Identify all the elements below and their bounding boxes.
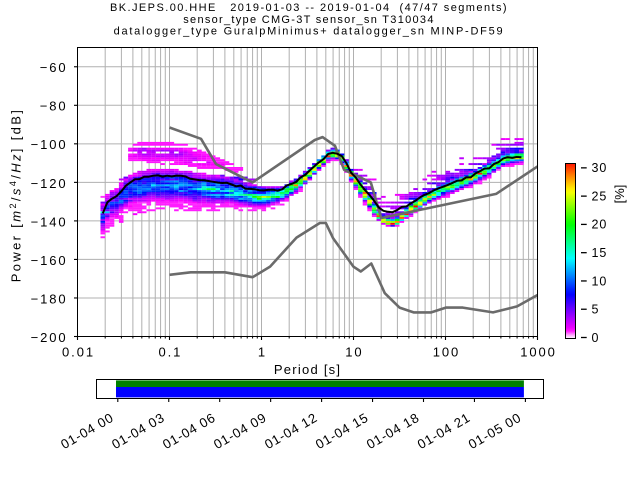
svg-text:15: 15 [592, 246, 608, 260]
svg-text:datalogger_type GuralpMinimus+: datalogger_type GuralpMinimus+ datalogge… [114, 26, 505, 38]
svg-text:−200: −200 [31, 330, 68, 345]
svg-text:0.1: 0.1 [159, 345, 183, 360]
svg-text:sensor_type CMG-3T sensor_sn T: sensor_type CMG-3T sensor_sn T310034 [183, 14, 434, 26]
svg-text:5: 5 [592, 303, 600, 317]
svg-text:−140: −140 [31, 214, 68, 229]
svg-text:Period [s]: Period [s] [274, 362, 341, 377]
svg-text:−60: −60 [40, 60, 68, 75]
svg-text:10: 10 [592, 274, 608, 288]
svg-text:20: 20 [592, 218, 608, 232]
svg-text:30: 30 [592, 161, 608, 175]
svg-text:1000: 1000 [520, 345, 557, 360]
svg-text:−180: −180 [31, 291, 68, 306]
svg-text:100: 100 [433, 345, 460, 360]
svg-text:25: 25 [592, 189, 608, 203]
svg-text:−100: −100 [31, 137, 68, 152]
svg-text:0: 0 [592, 331, 600, 345]
svg-text:−120: −120 [31, 176, 68, 191]
svg-text:−160: −160 [31, 253, 68, 268]
svg-text:[%]: [%] [612, 185, 627, 204]
svg-text:Power [m2/s4/Hz] [dB]: Power [m2/s4/Hz] [dB] [8, 108, 23, 283]
svg-text:10: 10 [345, 345, 363, 360]
svg-text:BK.JEPS.00.HHE 2019-01-03 --: BK.JEPS.00.HHE 2019-01-03 -- 2019-01-04 … [110, 2, 508, 14]
svg-text:1: 1 [258, 345, 267, 360]
svg-text:−80: −80 [40, 99, 68, 114]
svg-text:0.01: 0.01 [62, 345, 95, 360]
